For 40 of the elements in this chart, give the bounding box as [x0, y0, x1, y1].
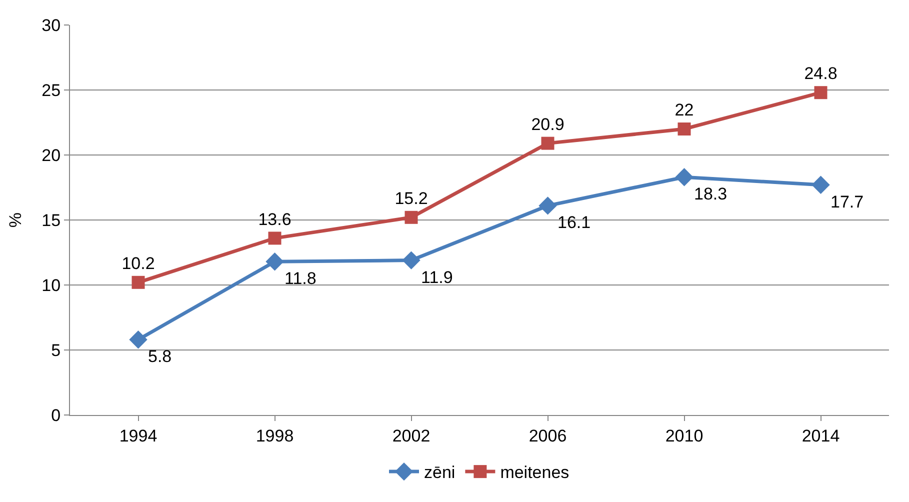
data-label: 10.2	[122, 254, 155, 274]
data-label: 24.8	[804, 64, 838, 84]
point	[266, 252, 284, 271]
point	[675, 168, 694, 186]
y-tick-label: 15	[42, 210, 61, 230]
y-tick-label: 20	[42, 146, 61, 165]
x-tick-label: 2006	[528, 426, 567, 446]
data-label: 18.3	[694, 184, 728, 204]
data-label: 13.6	[258, 210, 292, 229]
legend-label: meitenes	[500, 463, 570, 482]
point	[132, 276, 145, 289]
point	[814, 86, 828, 100]
point	[812, 176, 830, 194]
y-tick-label: 10	[42, 276, 61, 295]
y-tick-label: 0	[51, 406, 61, 425]
data-label: 11.8	[284, 269, 316, 288]
x-tick-label: 2002	[392, 426, 430, 446]
x-tick-label: 1994	[119, 426, 158, 446]
point	[404, 210, 418, 224]
y-tick-label: 30	[42, 16, 61, 35]
data-label: 17.7	[830, 192, 864, 212]
legend-label: zēni	[424, 463, 456, 482]
data-label: 16.1	[558, 213, 591, 232]
point	[129, 330, 148, 349]
x-tick-label: 2014	[802, 426, 840, 446]
data-label: 11.9	[421, 268, 453, 287]
data-label: 20.9	[531, 114, 564, 134]
data-label: 22	[674, 100, 694, 120]
data-label: 15.2	[394, 189, 428, 208]
point	[538, 196, 557, 215]
x-tick-label: 1998	[256, 426, 294, 446]
point	[541, 136, 554, 150]
y-axis-title: %	[6, 212, 26, 228]
y-tick-label: 5	[51, 340, 61, 360]
x-tick-label: 2010	[665, 426, 704, 446]
y-tick-label: 25	[42, 80, 61, 100]
point	[268, 232, 282, 245]
point	[402, 251, 420, 270]
data-label: 5.8	[148, 347, 172, 366]
point	[678, 122, 691, 136]
